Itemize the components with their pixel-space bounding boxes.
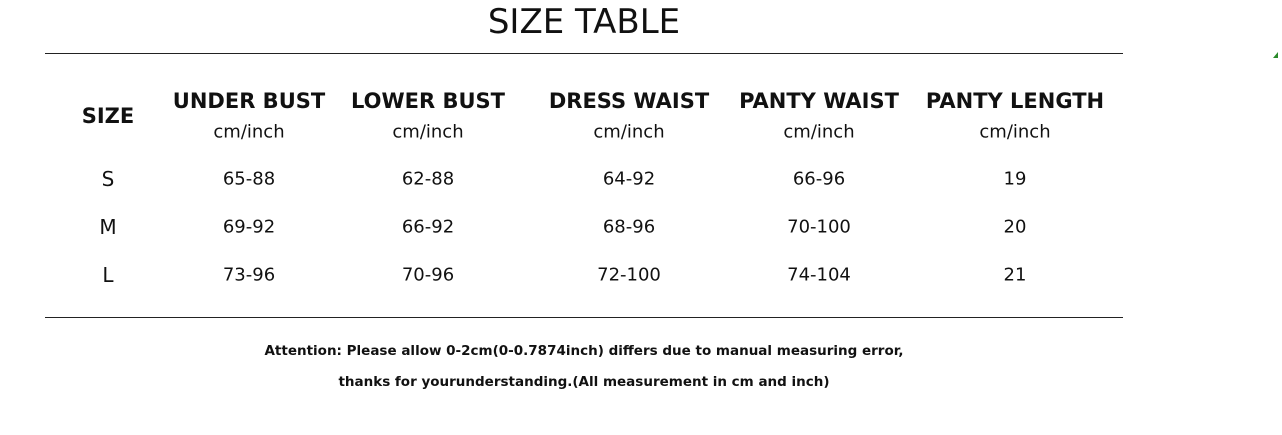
- table-cell: 69-92: [222, 216, 276, 238]
- column-unit: cm/inch: [213, 121, 285, 143]
- table-cell: 65-88: [222, 168, 276, 190]
- table-cell: 64-92: [602, 168, 656, 190]
- note-line: Attention: Please allow 0-2cm(0-0.7874in…: [264, 343, 904, 359]
- table-cell: 70-100: [787, 216, 851, 238]
- table-cell: 68-96: [602, 216, 656, 238]
- corner-mark: [1273, 52, 1278, 58]
- column-unit: cm/inch: [979, 121, 1051, 143]
- column-header: PANTY LENGTH: [925, 89, 1105, 113]
- column-unit: cm/inch: [783, 121, 855, 143]
- column-header: DRESS WAIST: [548, 89, 710, 113]
- column-unit: cm/inch: [593, 121, 665, 143]
- top-rule: [45, 53, 1123, 54]
- bottom-rule: [45, 317, 1123, 318]
- table-cell: 19: [1003, 168, 1027, 190]
- table-cell: 20: [1003, 216, 1027, 238]
- table-cell: 66-96: [792, 168, 846, 190]
- note-line: thanks for yourunderstanding.(All measur…: [338, 374, 830, 390]
- column-header: LOWER BUST: [351, 89, 505, 113]
- table-cell: 74-104: [787, 264, 851, 286]
- table-cell: 72-100: [597, 264, 661, 286]
- column-unit: cm/inch: [392, 121, 464, 143]
- table-cell: 70-96: [401, 264, 455, 286]
- table-cell: 73-96: [222, 264, 276, 286]
- table-cell: 66-92: [401, 216, 455, 238]
- title: SIZE TABLE: [487, 2, 681, 42]
- table-cell: M: [99, 215, 117, 239]
- table-cell: 21: [1003, 264, 1027, 286]
- table-cell: 62-88: [401, 168, 455, 190]
- column-header: PANTY WAIST: [739, 89, 899, 113]
- table-cell: L: [102, 263, 114, 287]
- column-header: UNDER BUST: [172, 89, 326, 113]
- column-header: SIZE: [81, 104, 135, 128]
- table-cell: S: [101, 167, 115, 191]
